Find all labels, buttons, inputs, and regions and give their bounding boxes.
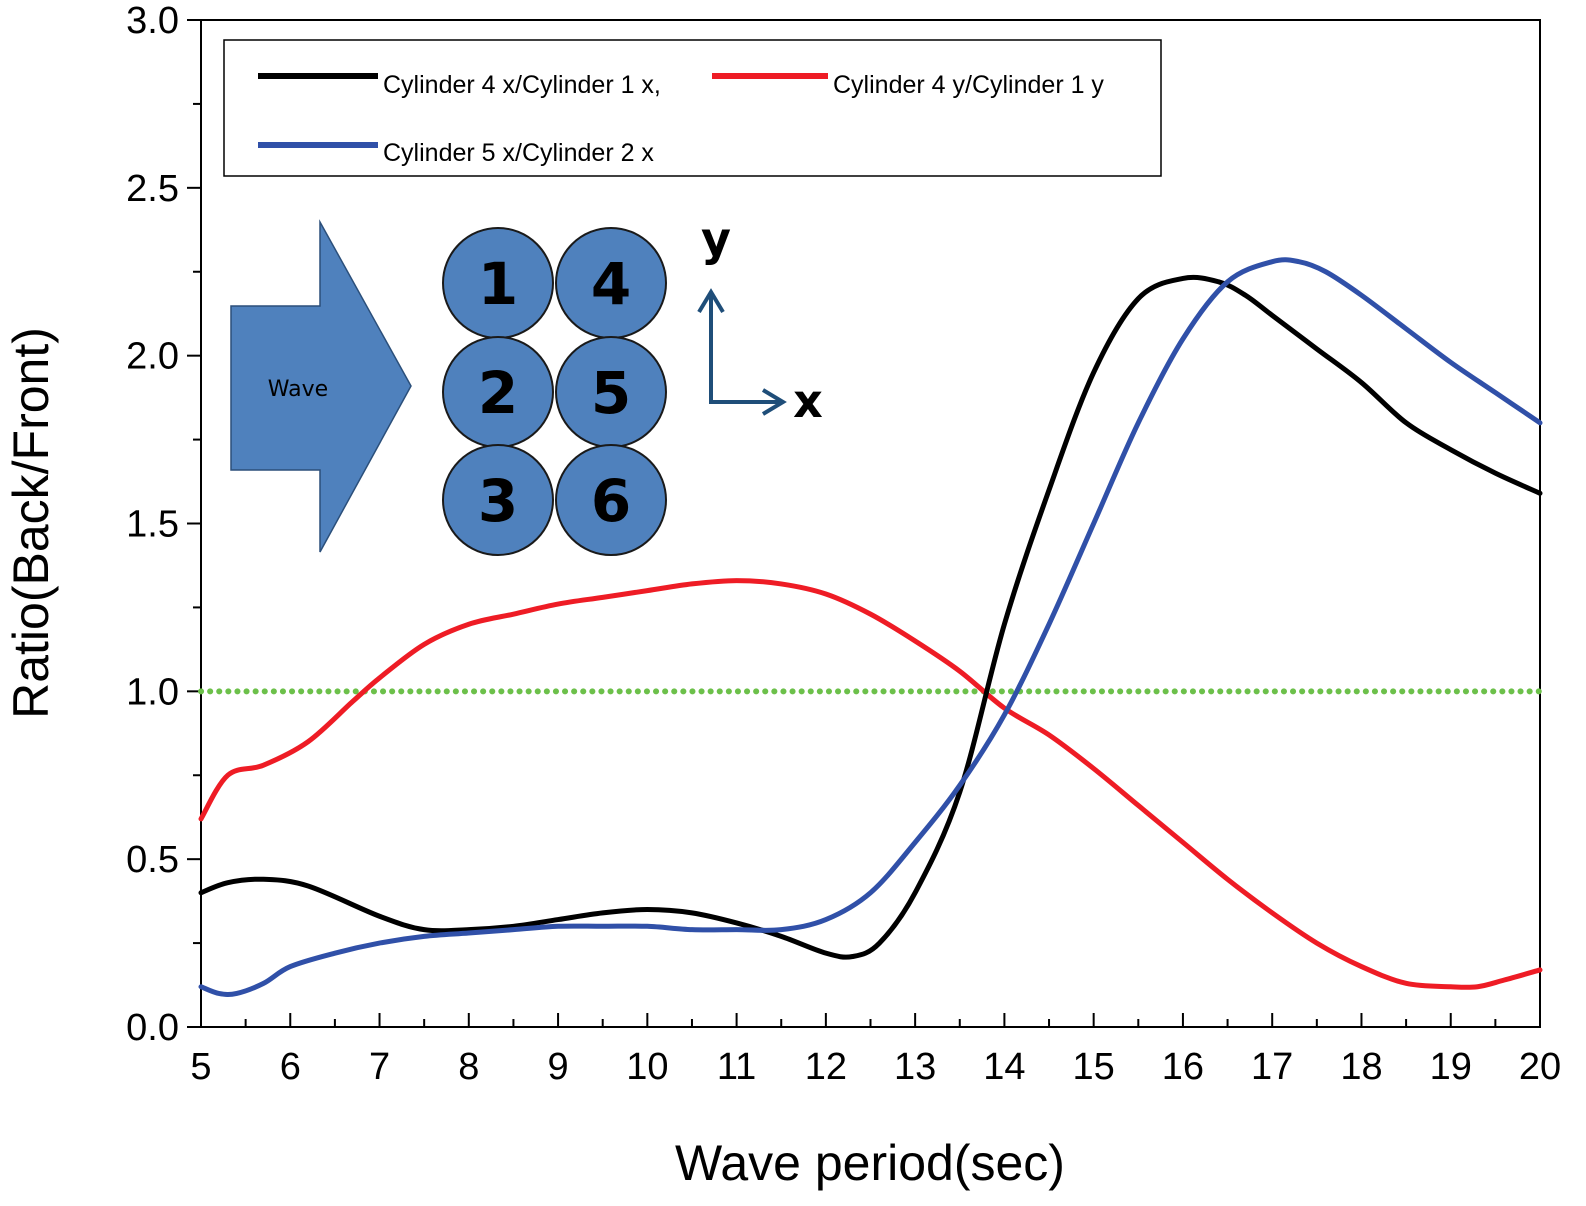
- x-tick-label: 6: [280, 1046, 301, 1088]
- cylinder-3: 3: [442, 444, 554, 556]
- legend-label-series-3: Cylinder 5 x/Cylinder 2 x: [383, 139, 654, 167]
- inset-diagram: Wave 1 4 2 5 3 6 y: [230, 212, 823, 556]
- y-tick-label: 1.0: [126, 671, 179, 713]
- y-tick-labels: 0.0 0.5 1.0 1.5 2.0 2.5 3.0: [126, 0, 179, 1049]
- x-tick-label: 11: [717, 1046, 756, 1088]
- y-axis-title: Ratio(Back/Front): [3, 327, 59, 719]
- cylinder-5: 5: [555, 336, 667, 448]
- cylinder-4-label: 4: [591, 250, 631, 318]
- cylinder-2-label: 2: [478, 359, 518, 427]
- x-tick-labels: 5 6 7 8 9 10 11 12 13 14 15 16 17 18 19 20: [190, 1046, 1561, 1088]
- x-axis-title: Wave period(sec): [675, 1135, 1065, 1191]
- cylinder-4: 4: [555, 227, 667, 339]
- x-tick-label: 14: [983, 1046, 1025, 1088]
- series-line-1: [198, 274, 1543, 960]
- y-direction-label: y: [701, 212, 731, 266]
- y-arrow-head: [697, 288, 725, 314]
- y-tick-label: 1.5: [126, 504, 179, 546]
- x-direction-label: x: [793, 374, 823, 428]
- x-tick-label: 5: [190, 1046, 211, 1088]
- legend-label-series-2: Cylinder 4 y/Cylinder 1 y: [833, 71, 1104, 99]
- cylinder-5-label: 5: [591, 359, 631, 427]
- legend-label-series-1: Cylinder 4 x/Cylinder 1 x,: [383, 71, 661, 99]
- cylinder-3-label: 3: [478, 467, 518, 535]
- series-group: [198, 257, 1543, 997]
- y-tick-label: 2.5: [126, 168, 179, 210]
- y-tick-label: 0.0: [126, 1007, 179, 1049]
- x-tick-label: 20: [1519, 1046, 1561, 1088]
- x-tick-label: 10: [626, 1046, 668, 1088]
- series-line-3: [198, 257, 1543, 997]
- x-tick-label: 16: [1162, 1046, 1204, 1088]
- x-arrow-head: [761, 388, 787, 416]
- x-tick-label: 19: [1430, 1046, 1472, 1088]
- cylinder-6-label: 6: [591, 467, 631, 535]
- x-tick-label: 17: [1251, 1046, 1293, 1088]
- wave-arrow: [230, 219, 412, 553]
- x-tick-label: 8: [458, 1046, 479, 1088]
- legend-box: [223, 39, 1162, 177]
- axis-ticks: [187, 19, 1541, 1028]
- wave-arrow-label: Wave: [268, 377, 328, 402]
- x-tick-label: 18: [1340, 1046, 1382, 1088]
- y-tick-label: 0.5: [126, 839, 179, 881]
- legend: Cylinder 4 x/Cylinder 1 x, Cylinder 4 y/…: [223, 39, 1162, 177]
- series-line-2: [198, 578, 1543, 990]
- cylinder-1-label: 1: [478, 250, 518, 318]
- cylinder-2: 2: [442, 336, 554, 448]
- x-tick-label: 7: [369, 1046, 390, 1088]
- coordinate-axes: y x: [697, 212, 823, 428]
- y-tick-label: 2.0: [126, 336, 179, 378]
- x-tick-label: 13: [894, 1046, 936, 1088]
- cylinder-6: 6: [555, 444, 667, 556]
- y-tick-label: 3.0: [126, 0, 179, 42]
- x-tick-label: 15: [1073, 1046, 1115, 1088]
- x-tick-label: 9: [547, 1046, 568, 1088]
- x-tick-label: 12: [805, 1046, 847, 1088]
- cylinder-1: 1: [442, 227, 554, 339]
